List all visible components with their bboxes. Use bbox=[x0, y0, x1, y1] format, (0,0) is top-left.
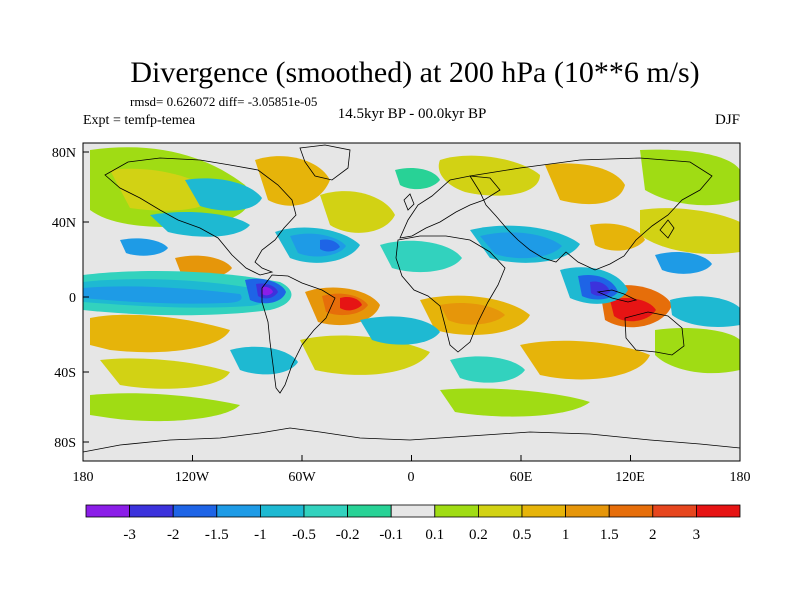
contour-negative bbox=[450, 356, 525, 383]
lon-label: 60W bbox=[288, 470, 316, 485]
period-label: 14.5kyr BP - 00.0kyr BP bbox=[338, 106, 487, 122]
colorbar-box bbox=[521, 504, 566, 518]
contour-positive bbox=[90, 393, 240, 422]
colorbar-box bbox=[129, 504, 174, 518]
contour-negative bbox=[185, 178, 262, 211]
contour-negative bbox=[670, 296, 740, 327]
colorbar-label: -1 bbox=[254, 527, 267, 543]
colorbar-box bbox=[259, 504, 305, 518]
divergence-contours bbox=[83, 147, 740, 422]
contour-positive bbox=[640, 208, 740, 255]
colorbar-label: 0.5 bbox=[513, 527, 532, 543]
coast-africa bbox=[395, 235, 506, 353]
lat-label: 80N bbox=[52, 146, 76, 161]
coast-antarctica bbox=[83, 427, 740, 453]
experiment-label: Expt = temfp-temea bbox=[83, 113, 196, 128]
contour-positive bbox=[90, 314, 230, 353]
contour-negative bbox=[380, 240, 462, 273]
stats-label: rmsd= 0.626072 diff= -3.05851e-05 bbox=[130, 94, 317, 109]
contour-positive bbox=[655, 328, 740, 374]
colorbar-labels: -3 -2 -1.5 -1 -0.5 -0.2 -0.1 0.1 0.2 0.5 1 1.5 2 3 bbox=[123, 527, 700, 543]
colorbar-box bbox=[85, 504, 130, 518]
colorbar-box bbox=[477, 504, 523, 518]
contour-positive bbox=[110, 168, 220, 211]
contour-positive bbox=[320, 191, 395, 233]
season-label: DJF bbox=[715, 112, 740, 128]
contour-positive bbox=[340, 296, 362, 311]
colorbar-label: 1 bbox=[562, 527, 570, 543]
contour-negative bbox=[480, 232, 562, 259]
coast-uk bbox=[403, 193, 415, 211]
contour-positive bbox=[590, 223, 645, 251]
contour-positive bbox=[440, 388, 590, 417]
colorbar-label: -1.5 bbox=[205, 527, 229, 543]
lon-label: 120W bbox=[175, 470, 210, 485]
colorbar-box bbox=[696, 504, 741, 518]
lon-label: 60E bbox=[510, 470, 533, 485]
colorbar-box bbox=[172, 504, 218, 518]
coast-greenland bbox=[299, 144, 351, 181]
colorbar-label: -0.2 bbox=[336, 527, 360, 543]
colorbar-label: 3 bbox=[693, 527, 701, 543]
coast-europe bbox=[399, 175, 501, 239]
colorbar-label: 0.2 bbox=[469, 527, 488, 543]
contour-positive bbox=[545, 163, 625, 205]
contour-negative bbox=[230, 346, 298, 375]
colorbar-box bbox=[652, 504, 697, 518]
lon-label: 120E bbox=[615, 470, 645, 485]
colorbar-label: -0.1 bbox=[379, 527, 403, 543]
colorbar-box bbox=[565, 504, 610, 518]
contour-positive bbox=[610, 298, 656, 322]
contour-negative bbox=[320, 239, 340, 252]
lon-label: 180 bbox=[730, 470, 751, 485]
lon-label: 180 bbox=[73, 470, 94, 485]
contour-positive bbox=[100, 358, 230, 389]
contour-positive bbox=[300, 335, 430, 375]
colorbar-box bbox=[434, 504, 479, 518]
lat-label: 40N bbox=[52, 216, 76, 231]
contour-positive bbox=[640, 149, 740, 206]
colorbar-box bbox=[216, 504, 261, 518]
coast-australia bbox=[624, 311, 685, 356]
colorbar-label: 1.5 bbox=[600, 527, 619, 543]
lat-label: 0 bbox=[69, 291, 76, 306]
lon-label: 0 bbox=[408, 470, 415, 485]
colorbar-box bbox=[390, 504, 436, 518]
axis-ticks bbox=[82, 151, 741, 461]
contour-positive bbox=[520, 340, 650, 380]
contour-positive bbox=[255, 156, 330, 206]
contour-negative bbox=[655, 251, 712, 274]
colorbar-label: -2 bbox=[167, 527, 180, 543]
colorbar-box bbox=[608, 504, 654, 518]
divergence-map bbox=[83, 143, 740, 461]
colorbar-box bbox=[303, 504, 348, 518]
colorbar-boxes bbox=[85, 504, 741, 518]
contour-negative bbox=[395, 168, 440, 190]
coast-indonesia bbox=[596, 289, 638, 303]
lat-label: 80S bbox=[54, 436, 76, 451]
contour-negative bbox=[83, 286, 242, 304]
contour-negative bbox=[360, 316, 440, 345]
colorbar-box bbox=[347, 504, 392, 518]
contour-positive bbox=[438, 155, 540, 196]
colorbar: -3 -2 -1.5 -1 -0.5 -0.2 -0.1 0.1 0.2 0.5 1 1.5 2 3 bbox=[85, 504, 741, 543]
lon-axis: 180 120W 60W 0 60E 120E 180 bbox=[73, 470, 751, 485]
lat-label: 40S bbox=[54, 366, 76, 381]
coast-south-america bbox=[261, 274, 336, 394]
contour-negative bbox=[262, 286, 273, 296]
colorbar-label: -0.5 bbox=[292, 527, 316, 543]
lat-axis: 80N 40N 0 40S 80S bbox=[52, 146, 76, 451]
coast-asia bbox=[469, 157, 713, 271]
contour-negative bbox=[590, 281, 610, 296]
figure-title: Divergence (smoothed) at 200 hPa (10**6 … bbox=[130, 56, 699, 89]
colorbar-label: 0.1 bbox=[425, 527, 444, 543]
coast-japan bbox=[659, 219, 675, 239]
coast-north-america bbox=[104, 157, 297, 276]
contour-negative bbox=[120, 238, 168, 256]
contour-positive bbox=[440, 303, 505, 325]
colorbar-label: -3 bbox=[123, 527, 136, 543]
colorbar-label: 2 bbox=[649, 527, 657, 543]
coastlines bbox=[83, 144, 740, 453]
